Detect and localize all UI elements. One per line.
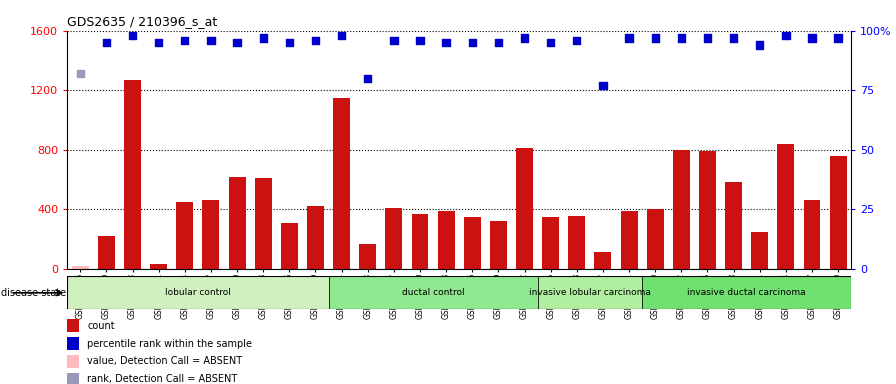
Point [334, 32, 349, 38]
Bar [72, 266, 89, 269]
Point [465, 40, 479, 46]
Bar [329, 276, 538, 309]
Point [779, 32, 793, 38]
Point [491, 40, 505, 46]
Bar [642, 276, 851, 309]
Bar [124, 80, 141, 269]
Point [360, 75, 375, 81]
Text: lobular control: lobular control [165, 288, 231, 297]
Point [831, 35, 845, 41]
Point [648, 35, 662, 41]
Bar [568, 216, 585, 269]
Bar [98, 236, 115, 269]
Bar [333, 98, 350, 269]
Bar [621, 211, 638, 269]
Bar [280, 223, 297, 269]
Bar [751, 232, 768, 269]
Text: invasive lobular carcinoma: invasive lobular carcinoma [529, 288, 650, 297]
Text: value, Detection Call = ABSENT: value, Detection Call = ABSENT [87, 356, 242, 366]
Point [674, 35, 688, 41]
Bar [228, 177, 246, 269]
Point [413, 37, 427, 43]
Bar [673, 150, 690, 269]
Bar [67, 355, 79, 367]
Bar [67, 319, 79, 332]
Point [596, 83, 610, 89]
Point [622, 35, 636, 41]
Bar [202, 200, 220, 269]
Bar [804, 200, 821, 269]
Point [727, 35, 741, 41]
Text: GDS2635 / 210396_s_at: GDS2635 / 210396_s_at [67, 15, 218, 28]
Bar [490, 221, 507, 269]
Point [99, 40, 114, 46]
Bar [254, 178, 271, 269]
Point [151, 40, 166, 46]
Bar [307, 206, 324, 269]
Bar [830, 156, 847, 269]
Bar [67, 372, 79, 384]
Bar [177, 202, 194, 269]
Bar [778, 144, 795, 269]
Point [805, 35, 819, 41]
Bar [542, 217, 559, 269]
Bar [725, 182, 742, 269]
Bar [538, 276, 642, 309]
Text: count: count [87, 321, 115, 331]
Bar [437, 211, 454, 269]
Point [387, 37, 401, 43]
Point [177, 37, 192, 43]
Bar [67, 337, 79, 350]
Text: disease state: disease state [1, 288, 66, 298]
Point [230, 40, 245, 46]
Point [125, 32, 140, 38]
Point [282, 40, 297, 46]
Bar [411, 214, 428, 269]
Bar [594, 252, 611, 269]
Bar [385, 208, 402, 269]
Point [256, 35, 271, 41]
Bar [151, 264, 168, 269]
Point [753, 42, 767, 48]
Bar [516, 148, 533, 269]
Point [73, 71, 88, 77]
Bar [67, 276, 329, 309]
Text: invasive ductal carcinoma: invasive ductal carcinoma [687, 288, 806, 297]
Point [570, 37, 584, 43]
Bar [699, 151, 716, 269]
Bar [647, 209, 664, 269]
Point [439, 40, 453, 46]
Text: ductal control: ductal control [401, 288, 464, 297]
Point [701, 35, 715, 41]
Point [203, 37, 218, 43]
Point [517, 35, 531, 41]
Bar [359, 244, 376, 269]
Point [308, 37, 323, 43]
Point [544, 40, 558, 46]
Text: rank, Detection Call = ABSENT: rank, Detection Call = ABSENT [87, 374, 237, 384]
Bar [464, 217, 481, 269]
Text: percentile rank within the sample: percentile rank within the sample [87, 339, 252, 349]
